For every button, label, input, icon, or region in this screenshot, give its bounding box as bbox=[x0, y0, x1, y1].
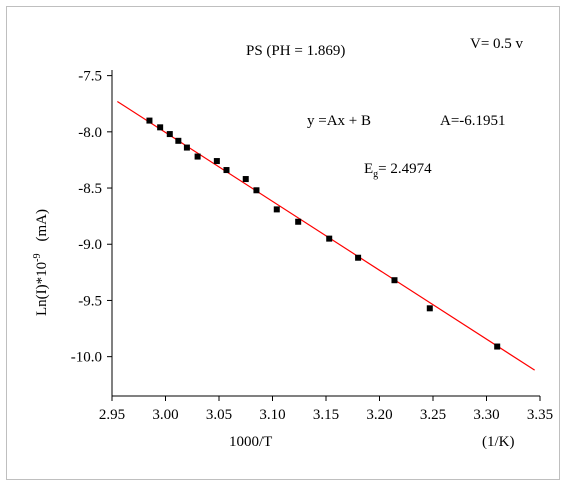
y-tick-label: -7.5 bbox=[78, 69, 102, 85]
x-tick-label: 3.20 bbox=[366, 407, 392, 423]
data-point bbox=[183, 144, 190, 151]
data-point bbox=[242, 176, 249, 183]
x-tick-label: 3.00 bbox=[152, 407, 178, 423]
data-point bbox=[426, 305, 433, 312]
energy-prefix: E bbox=[364, 161, 373, 177]
y-tick-label: -8.5 bbox=[78, 181, 102, 197]
energy-value: = 2.4974 bbox=[378, 161, 432, 177]
data-point bbox=[273, 206, 280, 213]
voltage-annotation: V= 0.5 v bbox=[470, 36, 524, 52]
data-point bbox=[223, 167, 230, 174]
y-tick-label: -9.5 bbox=[78, 293, 102, 309]
data-point bbox=[494, 343, 501, 350]
x-axis-label: 1000/T bbox=[229, 434, 272, 450]
y-axis-label-exponent: -9 bbox=[32, 254, 43, 262]
x-tick-label: 3.10 bbox=[259, 407, 285, 423]
data-point bbox=[157, 124, 164, 131]
x-tick-label: 3.05 bbox=[206, 407, 232, 423]
x-axis-unit: (1/K) bbox=[482, 434, 515, 450]
data-point bbox=[295, 218, 302, 225]
slope-annotation: A=-6.1951 bbox=[440, 113, 506, 129]
data-point bbox=[253, 187, 260, 194]
x-tick-label: 3.15 bbox=[313, 407, 339, 423]
data-point bbox=[175, 137, 182, 144]
chart-frame bbox=[6, 6, 560, 480]
data-point bbox=[391, 277, 398, 284]
y-tick-label: -10.0 bbox=[71, 350, 102, 366]
data-point bbox=[355, 254, 362, 261]
data-point bbox=[166, 131, 173, 138]
x-ticks: 2.95 3.00 3.05 3.10 3.15 3.20 3.25 3.30 3.35 bbox=[99, 396, 553, 423]
data-points bbox=[146, 117, 501, 350]
data-point bbox=[194, 153, 201, 160]
data-point bbox=[213, 158, 220, 165]
x-tick-label: 3.25 bbox=[420, 407, 446, 423]
energy-subscript: g bbox=[373, 169, 378, 180]
y-axis-label-unit: (mA) bbox=[34, 209, 50, 242]
x-tick-label: 3.35 bbox=[527, 407, 553, 423]
y-tick-label: -8.0 bbox=[78, 125, 102, 141]
data-point bbox=[146, 117, 153, 124]
x-tick-label: 3.30 bbox=[473, 407, 499, 423]
x-tick-label: 2.95 bbox=[99, 407, 125, 423]
y-axis-label-main: Ln(I)*10 bbox=[34, 262, 50, 316]
y-tick-label: -9.0 bbox=[78, 237, 102, 253]
y-axis-label: Ln(I)*10-9 (mA) bbox=[32, 209, 50, 316]
chart-title: PS (PH = 1.869) bbox=[246, 43, 345, 59]
y-ticks: -7.5 -8.0 -8.5 -9.0 -9.5 -10.0 bbox=[71, 69, 112, 366]
energy-annotation: Eg= 2.4974 bbox=[364, 161, 432, 180]
equation-annotation: y =Ax + B bbox=[307, 113, 371, 129]
data-point bbox=[326, 235, 333, 242]
